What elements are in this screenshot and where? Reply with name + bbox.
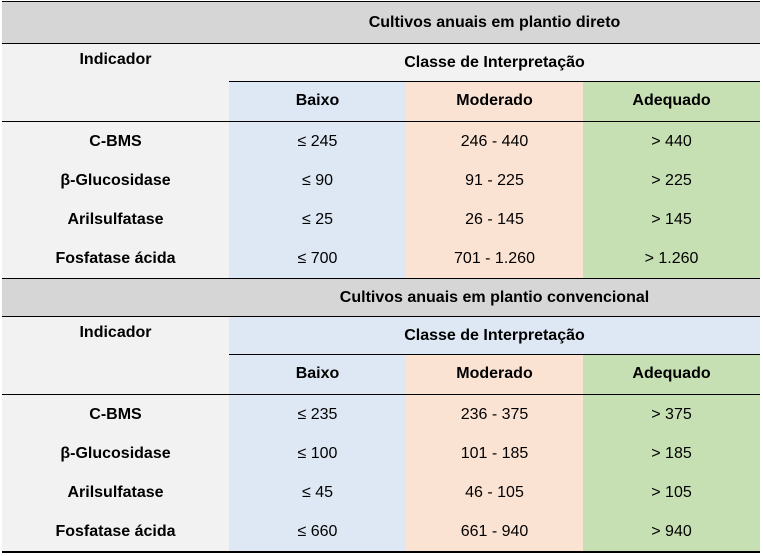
class-header: Classe de Interpretação	[229, 44, 760, 81]
value-adequado: > 940	[583, 512, 760, 551]
value-moderado: 91 - 225	[406, 161, 583, 200]
table-row: Fosfatase ácida ≤ 660 661 - 940 > 940	[2, 512, 760, 551]
level-adequado: Adequado	[583, 81, 760, 121]
level-baixo: Baixo	[229, 81, 406, 121]
section-title: Cultivos anuais em plantio convencional	[229, 279, 760, 316]
indicator-label: C-BMS	[2, 122, 229, 161]
divider	[229, 354, 760, 355]
table-row: C-BMS ≤ 245 246 - 440 > 440	[2, 122, 760, 161]
indicator-label: Fosfatase ácida	[2, 239, 229, 278]
value-baixo: ≤ 700	[229, 239, 406, 278]
indicator-header: Indicador	[2, 317, 229, 394]
value-adequado: > 185	[583, 434, 760, 473]
divider	[229, 81, 760, 82]
value-baixo: ≤ 235	[229, 395, 406, 434]
indicator-label: Arilsulfatase	[2, 473, 229, 512]
table-row: β-Glucosidase ≤ 100 101 - 185 > 185	[2, 434, 760, 473]
value-adequado: > 225	[583, 161, 760, 200]
table-row: Arilsulfatase ≤ 25 26 - 145 > 145	[2, 200, 760, 239]
value-adequado: > 145	[583, 200, 760, 239]
divider	[2, 43, 760, 44]
value-moderado: 246 - 440	[406, 122, 583, 161]
value-baixo: ≤ 100	[229, 434, 406, 473]
divider	[2, 394, 760, 395]
indicator-label: β-Glucosidase	[2, 161, 229, 200]
level-adequado: Adequado	[583, 354, 760, 394]
section-title: Cultivos anuais em plantio direto	[229, 2, 760, 43]
section-title-row: Cultivos anuais em plantio convencional	[2, 279, 760, 316]
divider	[2, 316, 760, 317]
section-title-row: Cultivos anuais em plantio direto	[2, 2, 760, 43]
divider	[2, 278, 760, 279]
value-adequado: > 440	[583, 122, 760, 161]
value-adequado: > 1.260	[583, 239, 760, 278]
table-row: Arilsulfatase ≤ 45 46 - 105 > 105	[2, 473, 760, 512]
table-row: C-BMS ≤ 235 236 - 375 > 375	[2, 395, 760, 434]
indicator-header: Indicador	[2, 44, 229, 121]
level-baixo: Baixo	[229, 354, 406, 394]
value-moderado: 701 - 1.260	[406, 239, 583, 278]
class-header: Classe de Interpretação	[229, 317, 760, 354]
value-moderado: 46 - 105	[406, 473, 583, 512]
table-row: β-Glucosidase ≤ 90 91 - 225 > 225	[2, 161, 760, 200]
value-baixo: ≤ 660	[229, 512, 406, 551]
value-moderado: 101 - 185	[406, 434, 583, 473]
level-moderado: Moderado	[406, 81, 583, 121]
table-bottom-border	[2, 551, 760, 553]
value-moderado: 26 - 145	[406, 200, 583, 239]
value-moderado: 661 - 940	[406, 512, 583, 551]
header-block: Indicador Classe de Interpretação Baixo …	[2, 44, 760, 121]
indicator-label: Arilsulfatase	[2, 200, 229, 239]
level-moderado: Moderado	[406, 354, 583, 394]
value-baixo: ≤ 90	[229, 161, 406, 200]
divider	[2, 121, 760, 122]
value-adequado: > 375	[583, 395, 760, 434]
value-baixo: ≤ 245	[229, 122, 406, 161]
table-row: Fosfatase ácida ≤ 700 701 - 1.260 > 1.26…	[2, 239, 760, 278]
header-block: Indicador Classe de Interpretação Baixo …	[2, 317, 760, 394]
value-baixo: ≤ 25	[229, 200, 406, 239]
value-baixo: ≤ 45	[229, 473, 406, 512]
indicator-label: Fosfatase ácida	[2, 512, 229, 551]
indicator-label: β-Glucosidase	[2, 434, 229, 473]
value-adequado: > 105	[583, 473, 760, 512]
indicator-label: C-BMS	[2, 395, 229, 434]
value-moderado: 236 - 375	[406, 395, 583, 434]
